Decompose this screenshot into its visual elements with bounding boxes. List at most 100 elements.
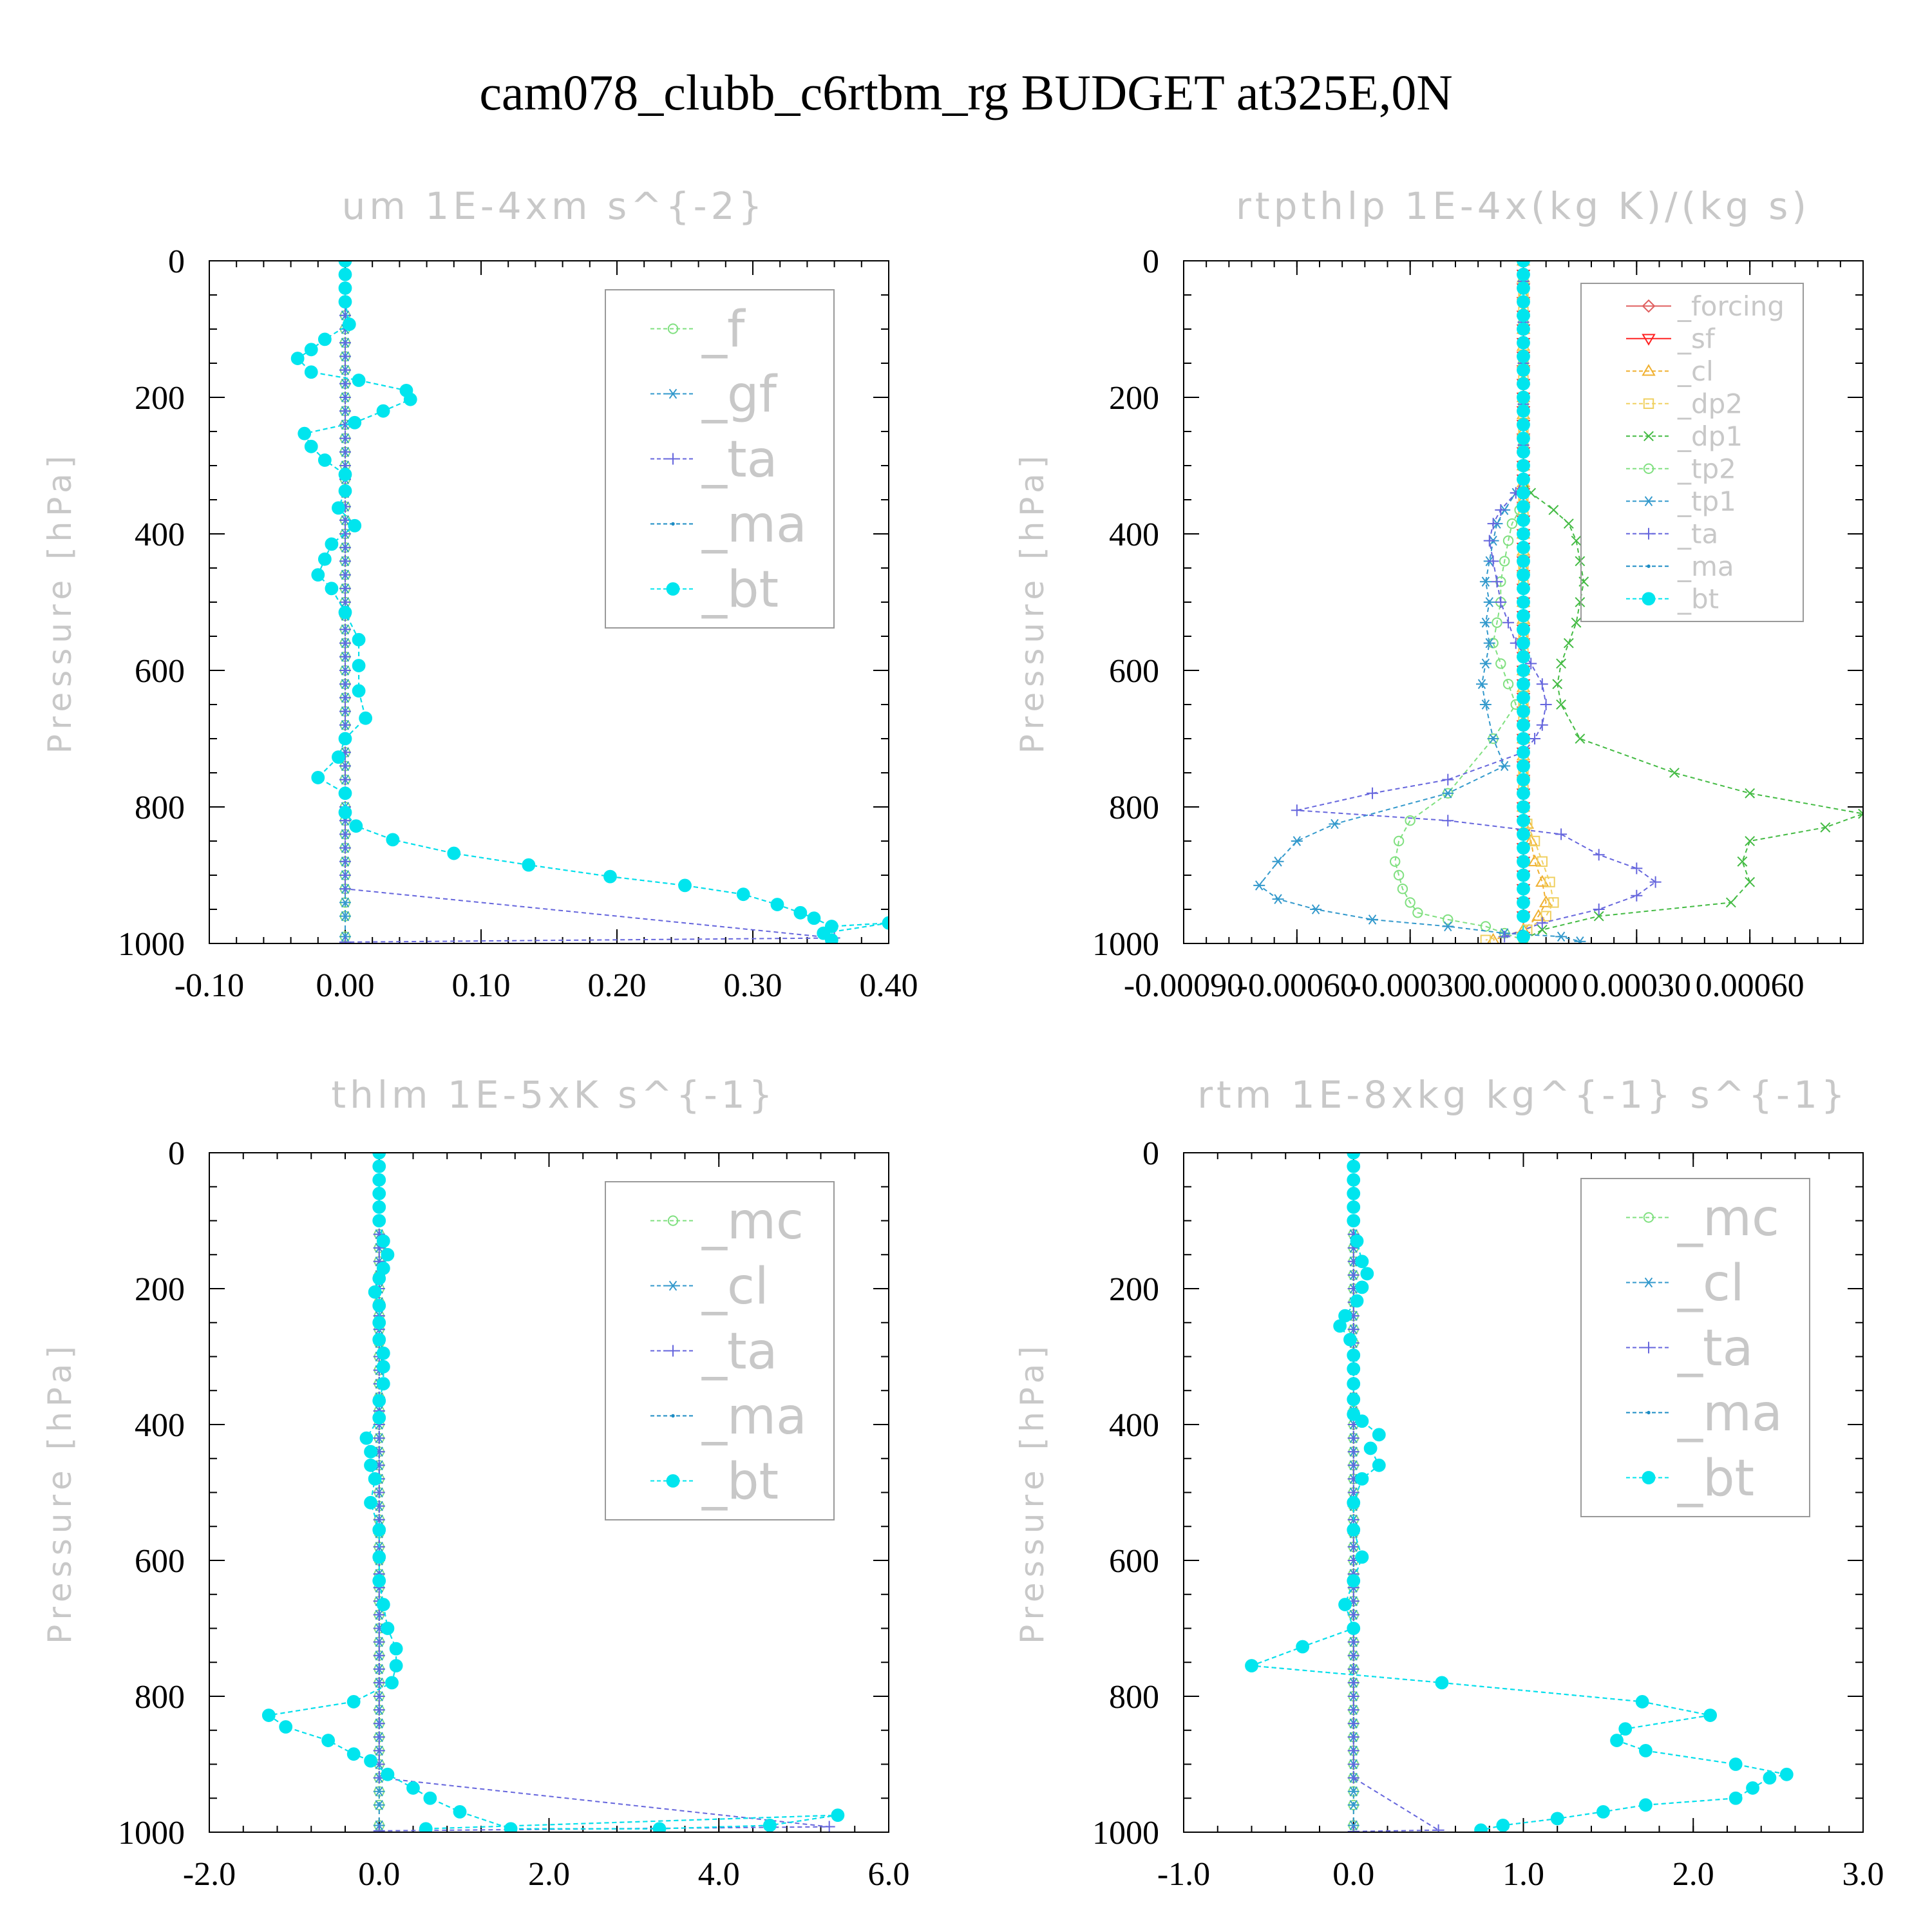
x-tick-label: 4.0 <box>698 1856 740 1893</box>
data-point <box>1517 431 1530 445</box>
data-point <box>290 352 305 365</box>
panel-title: rtpthlp 1E-4x(kg K)/(kg s) <box>1236 184 1810 228</box>
data-point <box>1495 658 1506 669</box>
data-point <box>1347 1392 1361 1406</box>
data-point <box>1618 1722 1633 1736</box>
legend-entry: _bt <box>650 1453 779 1511</box>
data-point <box>1517 350 1530 363</box>
data-point <box>304 439 318 453</box>
data-point <box>338 484 352 498</box>
data-point <box>1487 518 1499 530</box>
data-point <box>339 650 351 663</box>
series-group <box>1245 1153 1794 1832</box>
legend-entry: _ma <box>650 496 807 554</box>
data-point <box>1763 1771 1777 1785</box>
data-point <box>1745 788 1756 799</box>
y-tick-label: 600 <box>1109 1543 1159 1580</box>
data-point <box>332 750 345 764</box>
data-point <box>373 1432 385 1444</box>
legend-entry: _cl <box>650 1258 769 1316</box>
y-tick-label: 600 <box>135 653 185 690</box>
data-point <box>1537 856 1548 867</box>
data-point <box>1635 1695 1649 1709</box>
legend-entry: _bt <box>650 561 779 619</box>
data-point <box>1639 1798 1653 1812</box>
data-point <box>1563 638 1574 649</box>
data-point <box>403 392 417 406</box>
data-point <box>1355 1472 1369 1486</box>
legend-marker <box>1643 1341 1654 1354</box>
data-point <box>373 1649 385 1662</box>
data-point <box>359 1431 374 1445</box>
data-point <box>339 377 351 390</box>
data-point <box>1347 1269 1359 1281</box>
data-point <box>1517 527 1530 541</box>
plot-frame <box>1183 260 1864 944</box>
data-point <box>349 819 363 833</box>
data-point <box>376 1234 390 1248</box>
data-point <box>1593 911 1604 922</box>
data-point <box>386 833 400 847</box>
data-point <box>1517 513 1530 527</box>
data-point <box>1510 699 1521 710</box>
data-point <box>1529 835 1540 847</box>
data-point <box>364 1754 377 1768</box>
data-point <box>373 1663 385 1675</box>
data-point <box>339 528 351 540</box>
legend-label: _cl <box>1677 355 1714 387</box>
data-point <box>339 705 351 717</box>
data-point <box>317 453 332 467</box>
legend-marker <box>1642 1471 1656 1484</box>
legend-marker <box>1643 1277 1654 1288</box>
data-point <box>376 404 390 418</box>
legend-label: _ma <box>701 1388 807 1446</box>
x-tick-label: 0.00 <box>316 967 375 1004</box>
y-tick-label: 0 <box>1142 243 1159 280</box>
chart-panel-4: rtm 1E-8xkg kg^{-1} s^{-1} Pressure [hPa]… <box>1014 1073 1884 1893</box>
data-point <box>1556 699 1567 710</box>
y-tick-label: 200 <box>1109 380 1159 417</box>
data-point <box>372 1186 386 1200</box>
x-tick-label: -2.0 <box>183 1856 236 1893</box>
legend-entry: _cl <box>1626 1255 1745 1312</box>
series-group <box>261 1153 845 1832</box>
data-point <box>1442 815 1454 827</box>
data-point <box>339 665 351 676</box>
data-point <box>1517 930 1530 943</box>
data-point <box>376 1598 390 1611</box>
data-point <box>325 537 339 551</box>
data-point <box>352 684 366 698</box>
data-point <box>372 1394 386 1408</box>
legend-label: _mc <box>1677 1189 1779 1247</box>
data-point <box>1728 1791 1743 1805</box>
data-point <box>1355 1255 1369 1269</box>
data-point <box>1517 745 1530 759</box>
data-point <box>1479 618 1492 628</box>
data-point <box>1347 1690 1359 1702</box>
data-point <box>1548 897 1559 908</box>
data-point <box>1390 856 1401 867</box>
data-point <box>372 1298 386 1312</box>
data-point <box>1517 281 1530 295</box>
data-point <box>1347 1800 1359 1810</box>
data-point <box>522 858 536 872</box>
legend-label: _bt <box>1677 1450 1754 1508</box>
legend-label: _f <box>701 301 746 359</box>
data-point <box>1355 1550 1369 1564</box>
data-point <box>1517 404 1530 418</box>
data-point <box>831 1808 845 1823</box>
data-point <box>1517 663 1530 677</box>
data-point <box>1555 931 1567 942</box>
series-bt <box>261 1153 845 1832</box>
data-point <box>1728 1757 1743 1771</box>
data-point <box>1347 1649 1359 1662</box>
data-point <box>1517 909 1530 923</box>
data-point <box>1347 1200 1361 1214</box>
data-point <box>1517 554 1530 568</box>
data-point <box>346 1747 361 1761</box>
x-tick-label: -1.0 <box>1157 1856 1210 1893</box>
data-point <box>1347 1323 1359 1336</box>
data-point <box>381 1767 395 1781</box>
data-point <box>339 446 351 458</box>
data-point <box>376 1377 390 1391</box>
